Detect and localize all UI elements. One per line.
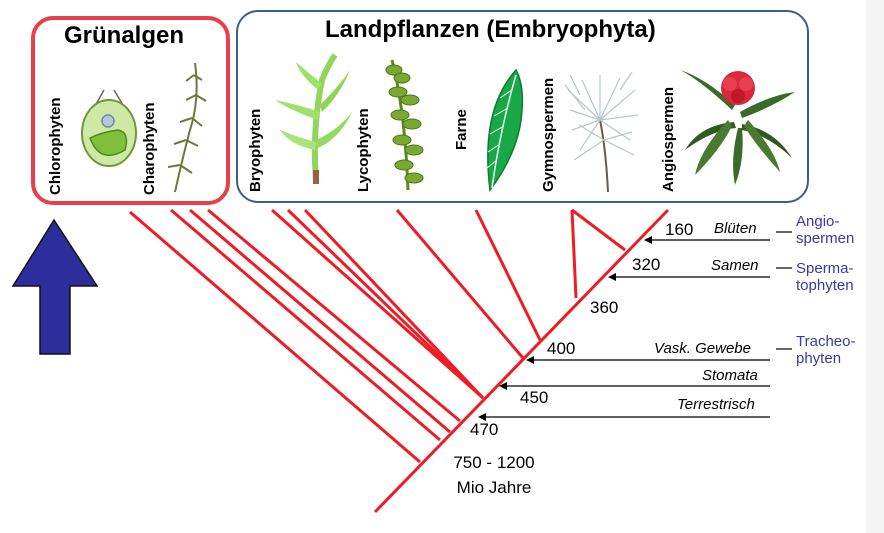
milestone-age-450: 450 — [520, 388, 549, 407]
landpflanzen-box — [236, 10, 809, 203]
trait-stomata: Stomata — [702, 367, 758, 384]
right-edge-strip — [866, 0, 884, 533]
charophyte-illustration — [167, 62, 207, 193]
milestone-age-160: 160 — [665, 220, 694, 239]
angiosperm-illustration — [680, 70, 795, 185]
group-tracheophyten: Tracheo- phyten — [796, 333, 855, 367]
group-spermatophyten-line2: tophyten — [796, 277, 854, 294]
gruenalgen-box — [31, 16, 230, 205]
milestone-age-320: 320 — [632, 255, 661, 274]
group-angiospermen-line1: Angio- — [796, 213, 840, 230]
farn-illustration — [486, 68, 524, 192]
group-spermatophyten: Sperma- tophyten — [796, 260, 854, 294]
chlorophyte-illustration — [81, 89, 137, 167]
trait-samen: Samen — [711, 257, 759, 274]
bryophyte-illustration — [275, 53, 352, 184]
group-angiospermen: Angio- spermen — [796, 213, 854, 247]
landpflanzen-title: Landpflanzen (Embryophyta) — [325, 16, 656, 43]
lycophyte-illustration — [385, 59, 424, 191]
group-tracheophyten-line1: Tracheo- — [796, 333, 856, 350]
group-angiospermen-line2: spermen — [796, 230, 855, 247]
trait-vask-gewebe: Vask. Gewebe — [654, 340, 751, 357]
milestone-age-360: 360 — [590, 298, 619, 317]
group-connector-lines — [776, 231, 792, 350]
root-age-range: 750 - 1200 — [453, 453, 535, 472]
trait-bluten: Blüten — [714, 220, 757, 237]
root-age-unit: Mio Jahre — [456, 478, 532, 497]
root-age-label: 750 - 1200 Mio Jahre — [438, 450, 550, 500]
milestone-arrows — [478, 236, 770, 421]
highlight-arrow — [11, 218, 99, 355]
gymnosperm-illustration — [564, 71, 639, 193]
group-tracheophyten-line2: phyten — [796, 350, 842, 367]
gruenalgen-title: Grünalgen — [64, 22, 185, 49]
group-spermatophyten-line1: Sperma- — [796, 260, 854, 277]
milestone-age-470: 470 — [470, 420, 499, 439]
trait-terrestrisch: Terrestrisch — [677, 396, 755, 413]
milestone-age-400: 400 — [547, 339, 576, 358]
phylogenetic-tree — [129, 208, 670, 514]
